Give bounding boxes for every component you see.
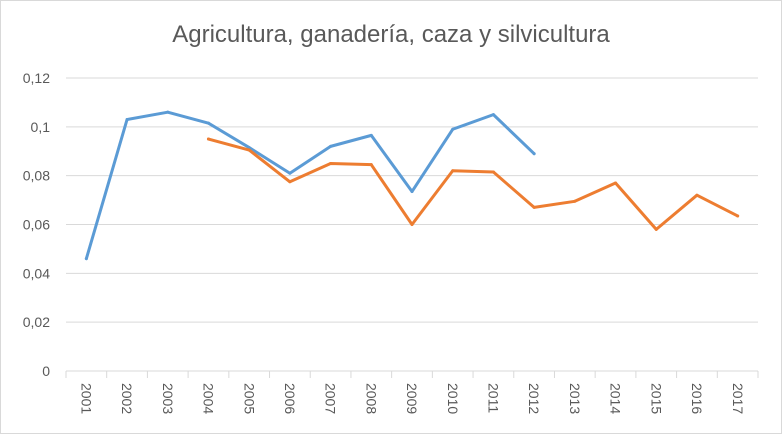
x-tick-label: 2015 [648, 383, 664, 414]
series-2-point [614, 181, 618, 185]
series-2-point [654, 227, 658, 231]
series-2-point [695, 193, 699, 197]
x-tick-label: 2003 [160, 383, 176, 414]
series-1-point [532, 152, 536, 156]
series-1-point [451, 127, 455, 131]
series-2-point [491, 170, 495, 174]
y-tick-label: 0,12 [23, 70, 50, 86]
x-tick-label: 2005 [241, 383, 257, 414]
x-tick-label: 2017 [730, 383, 746, 414]
series-2-point [410, 223, 414, 226]
y-tick-label: 0,08 [23, 168, 50, 184]
y-tick-label: 0,1 [31, 119, 51, 135]
series-2-point [573, 199, 577, 203]
series-line-2 [206, 137, 740, 231]
series-2-point [532, 205, 536, 209]
y-tick-label: 0,04 [23, 265, 50, 281]
x-tick-label: 2007 [323, 383, 339, 414]
series-1-point [84, 257, 88, 261]
x-tick-label: 2001 [78, 383, 94, 414]
x-tick-label: 2004 [201, 383, 217, 414]
x-tick-label: 2006 [282, 383, 298, 414]
x-tick-label: 2002 [119, 383, 135, 414]
x-tick-label: 2013 [567, 383, 583, 414]
y-tick-label: 0,02 [23, 314, 50, 330]
series-1-point [491, 113, 495, 117]
x-tick-label: 2011 [486, 383, 502, 413]
series-1-point [125, 118, 129, 122]
x-tick-label: 2010 [445, 383, 461, 414]
series-2-point [736, 214, 740, 218]
series-2-point [247, 148, 251, 152]
series-2-point [369, 163, 373, 167]
x-tick-label: 2009 [404, 383, 420, 414]
x-tick-label: 2016 [689, 383, 705, 414]
y-tick-label: 0 [42, 363, 50, 379]
series-2-point [206, 137, 210, 141]
series-1-point [206, 121, 210, 125]
chart-title: Agricultura, ganadería, caza y silvicult… [172, 21, 610, 48]
series-1-point [369, 133, 373, 137]
x-tick-label: 2008 [363, 383, 379, 414]
series-1-point [288, 171, 292, 175]
y-tick-label: 0,06 [23, 217, 50, 233]
series-1-point [166, 110, 170, 114]
series-2-point [288, 180, 292, 184]
x-tick-label: 2014 [608, 383, 624, 414]
series-2-point [451, 169, 455, 173]
series-2-point [329, 161, 333, 165]
x-tick-label: 2012 [526, 383, 542, 414]
series-1-point [329, 144, 333, 148]
series-1-point [410, 190, 414, 194]
series-line-1 [84, 110, 536, 261]
